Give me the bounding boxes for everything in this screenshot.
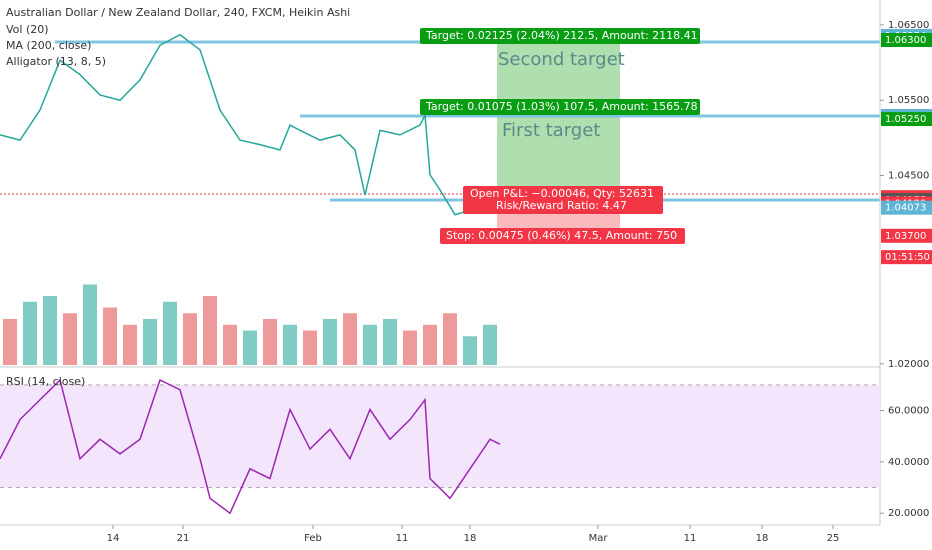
- volume-bar: [423, 324, 437, 365]
- zone-label: First target: [502, 120, 600, 141]
- price-tag: [881, 112, 932, 127]
- rsi-band: [0, 384, 880, 488]
- rr-label: Risk/Reward Ratio: 4.47: [496, 199, 627, 212]
- x-tick-label: 21: [177, 533, 190, 544]
- y-tick-label: 60.0000: [888, 406, 929, 417]
- zone-label: Second target: [498, 49, 625, 70]
- volume-bar: [463, 336, 477, 365]
- series-line: [0, 33, 491, 216]
- target-label-box: [420, 99, 700, 115]
- pnl-box: [463, 186, 663, 214]
- volume-bar: [163, 301, 177, 365]
- volume-bar: [3, 319, 17, 365]
- volume-bar: [363, 324, 377, 365]
- x-tick-label: 11: [684, 533, 697, 544]
- volume-bar: [203, 296, 217, 365]
- volume-bar: [443, 313, 457, 365]
- x-tick-label: Feb: [304, 533, 322, 544]
- price-tag-label: 1.05250: [885, 114, 926, 125]
- x-tick-label: Mar: [589, 533, 609, 544]
- target-label-box: [420, 28, 700, 44]
- x-tick-label: 18: [464, 533, 477, 544]
- volume-bar: [283, 324, 297, 365]
- volume-bar: [243, 330, 257, 365]
- rsi-title: RSI (14, close): [6, 375, 85, 388]
- volume-bar: [103, 307, 117, 365]
- volume-bar: [323, 319, 337, 365]
- countdown: 01:51:50: [885, 252, 930, 263]
- target-label: Target: 0.01075 (1.03%) 107.5, Amount: 1…: [425, 100, 698, 113]
- x-tick-label: 25: [827, 533, 840, 544]
- price-tag: [881, 228, 932, 243]
- volume-bar: [303, 330, 317, 365]
- indicator: Vol (20): [6, 23, 49, 36]
- profit-zone: [497, 43, 620, 200]
- x-tick-label: 14: [107, 533, 120, 544]
- price-tag: [881, 200, 932, 215]
- volume-bar: [483, 324, 497, 365]
- target-label: Target: 0.02125 (2.04%) 212.5, Amount: 2…: [425, 29, 698, 42]
- volume-bar: [263, 319, 277, 365]
- price-tag-label: 1.03700: [885, 231, 926, 242]
- pnl-label: Open P&L: −0.00046, Qty: 52631: [470, 187, 654, 200]
- volume-bar: [123, 324, 137, 365]
- price-tag-label: 1.06300: [885, 35, 926, 46]
- volume-bar: [183, 313, 197, 365]
- volume-bar: [343, 313, 357, 365]
- chart-title: Australian Dollar / New Zealand Dollar, …: [6, 6, 350, 19]
- indicator: MA (200, close): [6, 39, 91, 52]
- volume-bar: [43, 296, 57, 365]
- price-tag: [881, 32, 932, 47]
- volume-bar: [223, 324, 237, 365]
- y-tick-label: 20.0000: [888, 508, 929, 519]
- x-tick-label: 11: [396, 533, 409, 544]
- x-tick-label: 18: [756, 533, 769, 544]
- countdown-box: [881, 250, 932, 265]
- indicator: Alligator (13, 8, 5): [6, 55, 106, 68]
- y-tick-label: 1.02000: [888, 359, 929, 370]
- y-tick-label: 1.06500: [888, 20, 929, 31]
- volume-bar: [23, 301, 37, 365]
- y-tick-label: 1.04500: [888, 171, 929, 182]
- stop-label-box: [440, 228, 685, 244]
- volume-bar: [383, 319, 397, 365]
- volume-bar: [403, 330, 417, 365]
- volume-bar: [83, 284, 97, 365]
- price-tag-label: 1.04073: [885, 203, 926, 214]
- volume-bar: [143, 319, 157, 365]
- stop-label: Stop: 0.00475 (0.46%) 47.5, Amount: 750: [446, 229, 677, 242]
- y-tick-label: 40.0000: [888, 457, 929, 468]
- volume-bar: [63, 313, 77, 365]
- series-line: [0, 378, 501, 515]
- y-tick-label: 1.05500: [888, 95, 929, 106]
